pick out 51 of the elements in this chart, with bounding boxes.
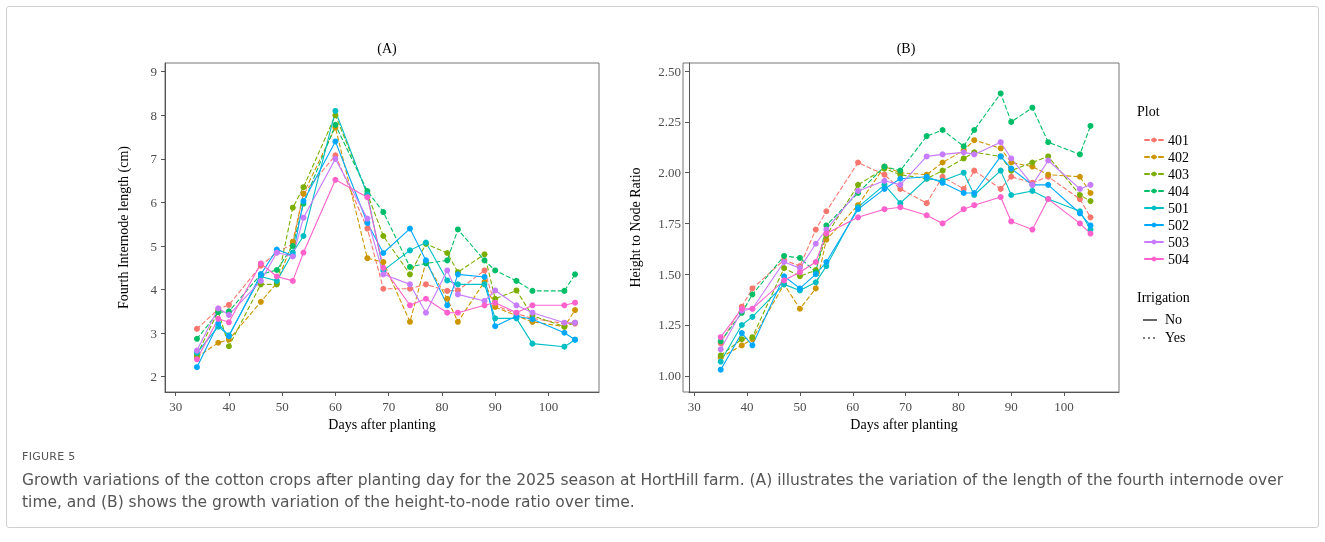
x-tick-label: 40 — [222, 399, 236, 414]
y-tick-label: 1.00 — [658, 368, 681, 384]
x-axis-title: Days after planting — [328, 417, 436, 433]
x-tick-label: 90 — [488, 399, 502, 414]
y-tick-label: 5 — [150, 238, 157, 254]
text: Irrigation — [1137, 289, 1190, 305]
legend-label: 402 — [1168, 149, 1189, 165]
caption: FIGURE 5 — [22, 450, 77, 463]
x-tick-label: 100 — [538, 399, 559, 414]
y-tick-label: 3 — [150, 325, 157, 341]
x-axis-title: Days after planting — [850, 417, 958, 433]
legend-label: 504 — [1168, 251, 1189, 267]
chart-title: (B) — [896, 40, 916, 57]
legend-title: Plot — [1137, 103, 1160, 119]
x-tick-label: 80 — [435, 399, 449, 414]
x-tick-label: 60 — [846, 399, 860, 414]
x-tick-label: 50 — [275, 399, 289, 414]
y-tick-label: 6 — [150, 194, 158, 210]
text: No — [1165, 311, 1183, 327]
x-tick-label: 40 — [740, 399, 754, 414]
x-tick-label: 30 — [169, 399, 183, 414]
legend-label: 503 — [1168, 234, 1189, 250]
y-tick-label: 1.25 — [658, 317, 681, 333]
chart-title: (A) — [377, 40, 398, 57]
x-tick-label: 70 — [382, 399, 396, 414]
text: Growth variations of the cotton crops after planting day for the 2025 season at HortHill farm. (A) illustrates the variation of the length of the fourth internode over time, and (B) shows the growth variation of the height-to-node ratio over time. — [22, 470, 1285, 513]
y-tick-label: 1.50 — [658, 266, 681, 282]
y-tick-label: 2.25 — [658, 114, 681, 130]
x-tick-label: 100 — [1054, 399, 1074, 414]
y-tick-label: 7 — [150, 151, 158, 167]
y-tick-label: 4 — [150, 282, 158, 298]
y-tick-label: 1.75 — [658, 215, 681, 231]
legend-label: 501 — [1168, 200, 1189, 216]
y-tick-label: 2.00 — [658, 165, 681, 181]
x-tick-label: 50 — [793, 399, 807, 414]
x-tick-label: 90 — [1004, 399, 1018, 414]
legend-label: 502 — [1168, 217, 1189, 233]
y-tick-label: 2 — [150, 369, 157, 385]
y-tick-label: 2.50 — [658, 63, 681, 79]
y-tick-label: 9 — [150, 64, 157, 80]
x-tick-label: 60 — [328, 399, 342, 414]
x-tick-label: 70 — [899, 399, 913, 414]
legend-label: 404 — [1168, 183, 1189, 199]
legend-label: 403 — [1168, 166, 1189, 182]
x-tick-label: 80 — [951, 399, 965, 414]
y-axis-title: Height to Node Ratio — [627, 167, 643, 288]
y-axis-title: Fourth Internode length (cm) — [115, 145, 132, 309]
text: Yes — [1165, 329, 1186, 345]
legend-label: 401 — [1168, 132, 1189, 148]
y-tick-label: 8 — [150, 107, 157, 123]
x-tick-label: 30 — [687, 399, 701, 414]
